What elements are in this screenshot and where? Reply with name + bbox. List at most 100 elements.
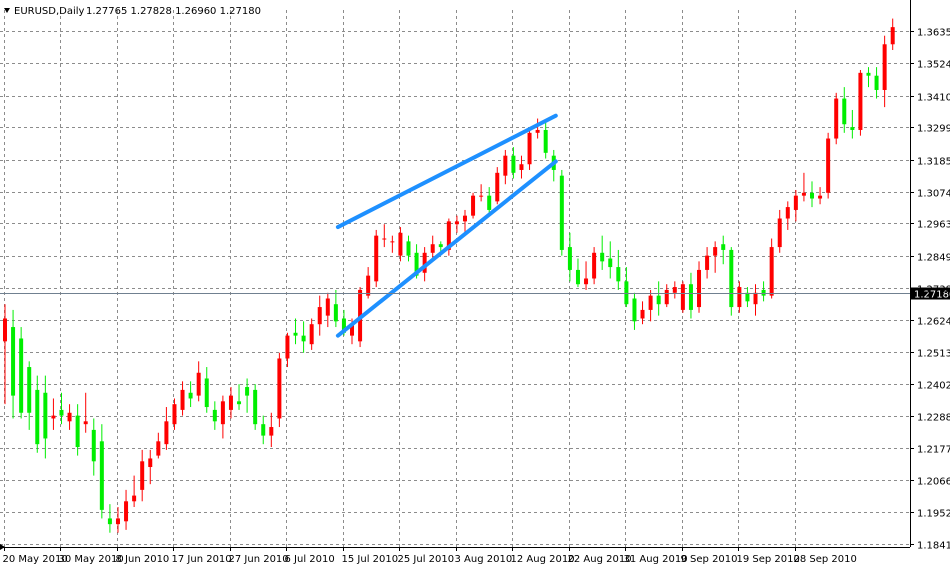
- y-tick-label: 1.28490: [917, 253, 950, 264]
- trendlines: [335, 113, 558, 338]
- candle-body: [600, 252, 605, 262]
- candle-body: [608, 258, 613, 268]
- candle-body: [559, 175, 564, 250]
- chart-header: EURUSD,Daily 1.27765 1.27828 1.26960 1.2…: [4, 6, 261, 17]
- candle-body: [269, 427, 274, 436]
- current-price-marker: [911, 287, 950, 300]
- candle-body: [527, 132, 532, 165]
- candle-body: [430, 244, 435, 253]
- x-tick-label: 12 Aug 2010: [511, 554, 575, 565]
- candle-body: [19, 338, 24, 413]
- candle-body: [422, 252, 427, 273]
- candle-body: [890, 27, 895, 45]
- candle-body: [567, 247, 572, 270]
- candle-body: [164, 421, 169, 445]
- candle-body: [575, 269, 580, 285]
- x-tick-label: 31 Aug 2010: [624, 554, 688, 565]
- candle-body: [115, 518, 120, 525]
- candle-body: [664, 289, 669, 305]
- y-tick-label: 1.19520: [917, 509, 950, 520]
- candle-body: [777, 218, 782, 248]
- candle-body: [640, 309, 645, 319]
- ohlc-header: 1.27765 1.27828 1.26960 1.27180: [86, 6, 261, 17]
- candle-body: [3, 318, 7, 342]
- lower-channel-line[interactable]: [335, 159, 558, 338]
- upper-channel-line[interactable]: [335, 113, 558, 230]
- candle-body: [212, 409, 217, 422]
- current-price-line: 1.27180: [0, 287, 950, 301]
- y-tick-label: 1.22880: [917, 413, 950, 424]
- candle-body: [648, 295, 653, 310]
- candle-body: [188, 392, 193, 399]
- candle-body: [543, 129, 548, 153]
- candle-body: [341, 318, 346, 333]
- candle-body: [124, 501, 129, 522]
- x-tick-label: 15 Jul 2010: [342, 554, 399, 565]
- candle-body: [261, 424, 266, 436]
- x-tick-label: 8 Jun 2010: [116, 554, 170, 565]
- candle-body: [228, 395, 233, 410]
- candle-body: [204, 378, 209, 408]
- grid: [0, 10, 910, 547]
- candle-body: [842, 98, 847, 125]
- candle-body: [680, 284, 685, 310]
- candle-body: [132, 495, 137, 502]
- candle-body: [793, 195, 798, 210]
- candle-body: [479, 195, 484, 197]
- candle-body: [858, 72, 863, 130]
- x-tick-label: 3 Aug 2010: [455, 554, 513, 565]
- candle-body: [237, 401, 242, 405]
- x-tick-label: 20 May 2010: [3, 554, 68, 565]
- candle-body: [277, 358, 282, 419]
- candle-body: [11, 327, 16, 396]
- candle-body: [866, 72, 871, 76]
- x-tick-label: 22 Aug 2010: [568, 554, 632, 565]
- candle-body: [148, 458, 153, 468]
- candle-body: [333, 304, 338, 322]
- candle-body: [656, 295, 661, 305]
- candle-body: [487, 195, 492, 210]
- candle-body: [406, 241, 411, 256]
- y-tick-label: 1.35240: [917, 60, 950, 71]
- current-price-label: 1.27180: [914, 290, 950, 301]
- x-tick-label: 19 Sep 2010: [737, 554, 800, 565]
- candle-body: [75, 415, 80, 448]
- candle-body: [220, 401, 225, 425]
- candle-body: [43, 392, 48, 439]
- candle-body: [753, 292, 758, 305]
- candle-body: [616, 267, 621, 282]
- candle-body: [140, 461, 145, 490]
- candle-body: [511, 155, 516, 173]
- candle-body: [390, 241, 395, 243]
- candle-body: [59, 409, 64, 416]
- candle-body: [454, 221, 459, 225]
- candle-body: [293, 332, 298, 336]
- candle-body: [398, 232, 403, 256]
- x-tick-label: 6 Jul 2010: [285, 554, 335, 565]
- candle-body: [317, 307, 322, 325]
- x-tick-label: 30 May 2010: [59, 554, 124, 565]
- candle-body: [850, 127, 855, 130]
- candle-body: [672, 287, 677, 293]
- x-tick-label: 27 Jun 2010: [229, 554, 289, 565]
- candle-body: [350, 324, 355, 336]
- candle-body: [107, 518, 112, 525]
- candle-body: [366, 275, 371, 296]
- candle-body: [688, 284, 693, 310]
- y-tick-label: 1.36350: [917, 28, 950, 39]
- y-tick-label: 1.29630: [917, 220, 950, 231]
- candle-body: [705, 255, 710, 270]
- y-tick-label: 1.34100: [917, 93, 950, 104]
- candle-body: [309, 324, 314, 345]
- candle-body: [180, 389, 185, 410]
- y-tick-label: 1.32990: [917, 124, 950, 135]
- candle-body: [785, 207, 790, 219]
- candle-body: [519, 164, 524, 170]
- collapse-triangle-icon[interactable]: [4, 8, 10, 13]
- candle-body: [503, 155, 508, 176]
- candle-body: [374, 235, 379, 282]
- candle-body: [414, 252, 419, 276]
- candle-body: [27, 367, 32, 413]
